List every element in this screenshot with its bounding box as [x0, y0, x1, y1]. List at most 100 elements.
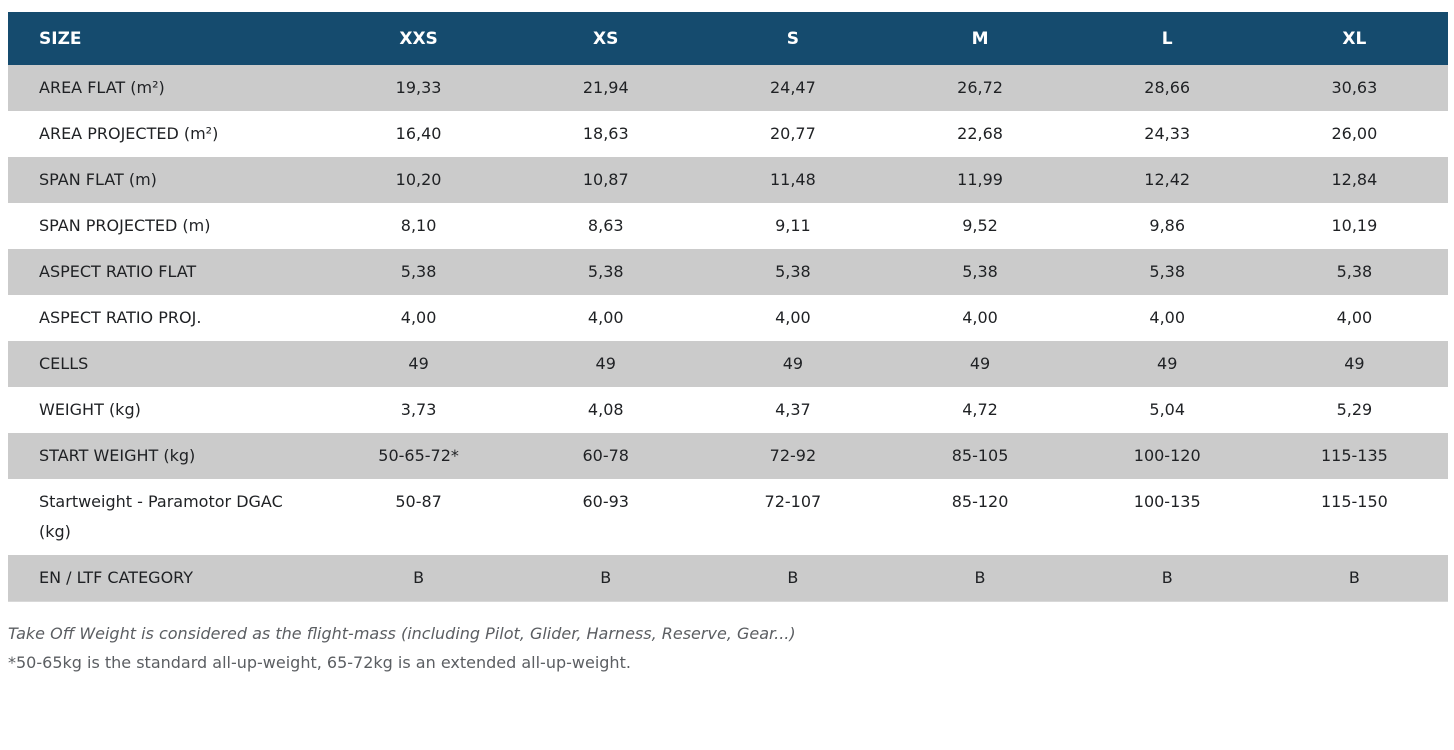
header-size-m: M — [886, 12, 1074, 65]
header-size-xl: XL — [1260, 12, 1448, 65]
row-value-xs: 10,87 — [512, 157, 700, 203]
row-value-m: 11,99 — [886, 157, 1074, 203]
row-value-l: 100-135 — [1073, 479, 1261, 555]
row-value-xs: 60-78 — [512, 433, 700, 479]
header-size-l: L — [1073, 12, 1261, 65]
row-label: ASPECT RATIO FLAT — [8, 249, 325, 295]
header-size-xs: XS — [512, 12, 700, 65]
row-label: SPAN FLAT (m) — [8, 157, 325, 203]
row-value-xl: 115-135 — [1260, 433, 1448, 479]
table-header-row: SIZE XXS XS S M L XL — [8, 12, 1448, 65]
row-value-xl: 115-150 — [1260, 479, 1448, 555]
row-value-s: 5,38 — [699, 249, 887, 295]
table-row: AREA PROJECTED (m²) 16,40 18,63 20,77 22,68 2… — [8, 111, 1448, 157]
row-value-xl: 49 — [1260, 341, 1448, 387]
row-label: EN / LTF CATEGORY — [8, 555, 325, 602]
row-value-xxs: 19,33 — [325, 65, 513, 111]
row-value-xxs: 50-65-72* — [325, 433, 513, 479]
row-value-xl: 4,00 — [1260, 295, 1448, 341]
row-value-s: 9,11 — [699, 203, 887, 249]
takeoff-weight-note: Take Off Weight is considered as the fli… — [8, 624, 796, 643]
row-value-xxs: 5,38 — [325, 249, 513, 295]
table-row: SPAN FLAT (m) 10,20 10,87 11,48 11,99 12,42 12… — [8, 157, 1448, 203]
row-label: WEIGHT (kg) — [8, 387, 325, 433]
row-value-xl: 5,38 — [1260, 249, 1448, 295]
row-value-l: 5,04 — [1073, 387, 1261, 433]
row-value-xs: B — [512, 555, 700, 602]
row-label: AREA FLAT (m²) — [8, 65, 325, 111]
table-row: EN / LTF CATEGORY B B B B B B — [8, 555, 1448, 602]
row-label: SPAN PROJECTED (m) — [8, 203, 325, 249]
row-label: START WEIGHT (kg) — [8, 433, 325, 479]
row-value-l: 24,33 — [1073, 111, 1261, 157]
row-value-s: 4,00 — [699, 295, 887, 341]
row-value-xl: 5,29 — [1260, 387, 1448, 433]
row-label: Startweight - Paramotor DGAC (kg) — [8, 479, 325, 555]
header-size-s: S — [699, 12, 887, 65]
row-value-s: 20,77 — [699, 111, 887, 157]
row-value-l: 5,38 — [1073, 249, 1261, 295]
row-value-s: 11,48 — [699, 157, 887, 203]
row-value-xs: 4,00 — [512, 295, 700, 341]
row-value-xxs: 49 — [325, 341, 513, 387]
row-value-xs: 21,94 — [512, 65, 700, 111]
row-value-m: 9,52 — [886, 203, 1074, 249]
row-value-xl: B — [1260, 555, 1448, 602]
row-value-s: 24,47 — [699, 65, 887, 111]
row-value-xxs: 3,73 — [325, 387, 513, 433]
row-value-l: 100-120 — [1073, 433, 1261, 479]
row-value-xxs: 4,00 — [325, 295, 513, 341]
row-value-xxs: B — [325, 555, 513, 602]
row-value-m: 85-120 — [886, 479, 1074, 555]
notes-section: Take Off Weight is considered as the fli… — [8, 619, 796, 677]
row-value-m: 22,68 — [886, 111, 1074, 157]
row-value-xs: 4,08 — [512, 387, 700, 433]
table-row: CELLS 49 49 49 49 49 49 — [8, 341, 1448, 387]
row-value-s: 49 — [699, 341, 887, 387]
row-value-xl: 26,00 — [1260, 111, 1448, 157]
row-value-l: 12,42 — [1073, 157, 1261, 203]
row-value-l: 4,00 — [1073, 295, 1261, 341]
row-value-xs: 18,63 — [512, 111, 700, 157]
row-value-xl: 12,84 — [1260, 157, 1448, 203]
row-value-s: B — [699, 555, 887, 602]
table-row: ASPECT RATIO PROJ. 4,00 4,00 4,00 4,00 4,00 4,… — [8, 295, 1448, 341]
row-value-m: 26,72 — [886, 65, 1074, 111]
row-value-xl: 10,19 — [1260, 203, 1448, 249]
table-row: ASPECT RATIO FLAT 5,38 5,38 5,38 5,38 5,38 5,3… — [8, 249, 1448, 295]
row-value-s: 72-92 — [699, 433, 887, 479]
row-value-xs: 49 — [512, 341, 700, 387]
row-value-l: B — [1073, 555, 1261, 602]
table-row: AREA FLAT (m²) 19,33 21,94 24,47 26,72 28,66 3… — [8, 65, 1448, 111]
row-value-xs: 60-93 — [512, 479, 700, 555]
row-value-m: 5,38 — [886, 249, 1074, 295]
row-value-xxs: 16,40 — [325, 111, 513, 157]
row-value-l: 28,66 — [1073, 65, 1261, 111]
row-value-xl: 30,63 — [1260, 65, 1448, 111]
row-value-xs: 5,38 — [512, 249, 700, 295]
table-row: START WEIGHT (kg) 50-65-72* 60-78 72-92 85-1… — [8, 433, 1448, 479]
row-value-l: 9,86 — [1073, 203, 1261, 249]
row-value-m: 4,00 — [886, 295, 1074, 341]
row-value-l: 49 — [1073, 341, 1261, 387]
row-value-xxs: 50-87 — [325, 479, 513, 555]
row-value-s: 72-107 — [699, 479, 887, 555]
row-value-m: 49 — [886, 341, 1074, 387]
row-value-m: B — [886, 555, 1074, 602]
table-row: Startweight - Paramotor DGAC (kg) 50-87 60… — [8, 479, 1448, 555]
row-value-m: 85-105 — [886, 433, 1074, 479]
table-row: WEIGHT (kg) 3,73 4,08 4,37 4,72 5,04 5,29 — [8, 387, 1448, 433]
header-size-xxs: XXS — [325, 12, 513, 65]
row-label: AREA PROJECTED (m²) — [8, 111, 325, 157]
row-label: ASPECT RATIO PROJ. — [8, 295, 325, 341]
start-weight-footnote: *50-65kg is the standard all-up-weight, … — [8, 653, 631, 672]
row-label: CELLS — [8, 341, 325, 387]
size-spec-table: SIZE XXS XS S M L XL AREA FLAT (m²) 19,33… — [8, 12, 1448, 602]
row-value-s: 4,37 — [699, 387, 887, 433]
row-value-xs: 8,63 — [512, 203, 700, 249]
row-value-xxs: 10,20 — [325, 157, 513, 203]
row-value-m: 4,72 — [886, 387, 1074, 433]
table-row: SPAN PROJECTED (m) 8,10 8,63 9,11 9,52 9,86 10… — [8, 203, 1448, 249]
row-value-xxs: 8,10 — [325, 203, 513, 249]
header-size-label: SIZE — [8, 12, 325, 65]
